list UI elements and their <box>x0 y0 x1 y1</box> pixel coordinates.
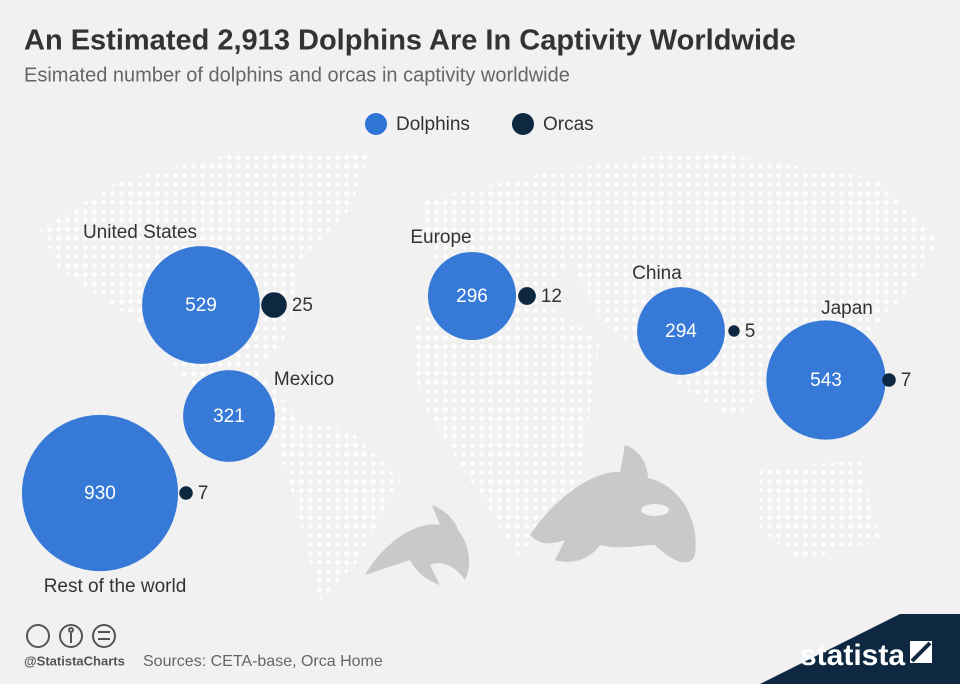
legend-label: Dolphins <box>396 114 470 135</box>
dolphin-value: 529 <box>185 295 217 316</box>
legend-label: Orcas <box>543 114 594 135</box>
orca-value: 12 <box>541 286 562 307</box>
category-label: Japan <box>821 298 873 319</box>
orca-value: 5 <box>745 321 756 342</box>
legend: Dolphins Orcas <box>365 113 594 135</box>
animal-silhouettes <box>365 445 696 585</box>
license-icons <box>26 624 116 648</box>
dolphin-value: 543 <box>810 370 842 391</box>
dolphin-bubble <box>637 287 725 375</box>
orca-bubble <box>728 325 740 337</box>
footer: @StatistaCharts Sources: CETA-base, Orca… <box>24 614 960 684</box>
chart-title: An Estimated 2,913 Dolphins Are In Capti… <box>24 25 796 57</box>
orca-bubble <box>882 373 896 387</box>
orca-bubble <box>261 292 287 318</box>
legend-swatch <box>365 113 387 135</box>
category-label: Europe <box>410 227 471 248</box>
dolphin-bubble <box>766 320 886 440</box>
brand-name: statista <box>800 639 905 672</box>
category-label: Rest of the world <box>44 576 187 597</box>
orca-value: 7 <box>901 370 912 391</box>
dolphin-value: 296 <box>456 286 488 307</box>
dolphin-bubble <box>427 251 517 341</box>
footer-source: Sources: CETA-base, Orca Home <box>143 653 383 670</box>
bubbles: United States 529 25 Mexico 321 Europe 296 12 Ch… <box>21 222 912 597</box>
chart-subtitle: Esimated number of dolphins and orcas in… <box>24 64 570 86</box>
orca-value: 7 <box>198 483 209 504</box>
orca-bubble <box>518 287 536 305</box>
category-label: China <box>632 263 682 284</box>
footer-handle: @StatistaCharts <box>24 653 125 668</box>
dolphin-value: 930 <box>84 483 116 504</box>
brand-badge <box>760 614 960 684</box>
orca-bubble <box>179 486 193 500</box>
category-label: Mexico <box>274 369 334 390</box>
dolphin-value: 321 <box>213 406 245 427</box>
category-label: United States <box>83 222 197 243</box>
orca-value: 25 <box>292 295 313 316</box>
legend-swatch <box>512 113 534 135</box>
dolphin-value: 294 <box>665 321 697 342</box>
dolphin-bubble <box>21 414 179 572</box>
dolphin-bubble <box>142 246 260 364</box>
dolphin-bubble <box>183 370 275 462</box>
